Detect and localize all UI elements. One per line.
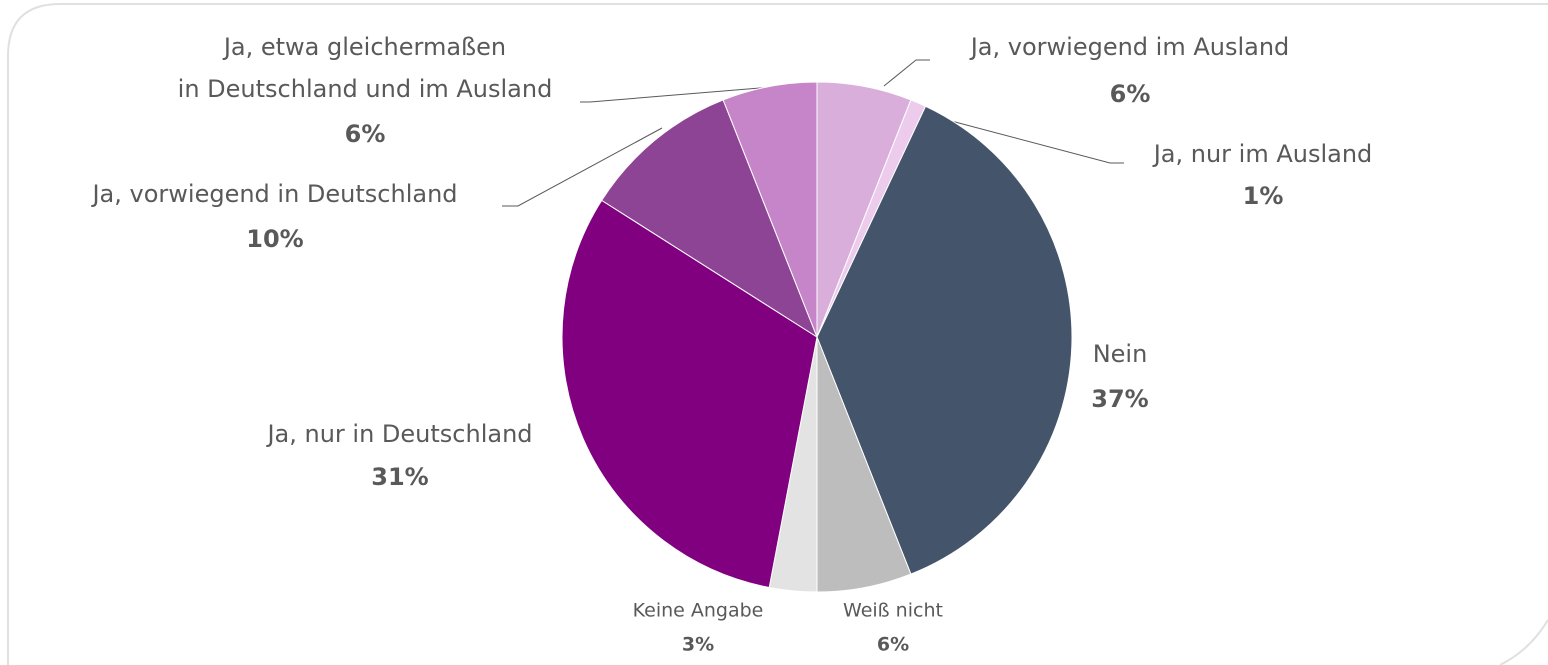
leader-line bbox=[502, 127, 663, 207]
value-label: 6% bbox=[877, 634, 909, 656]
frame bbox=[7, 3, 1548, 665]
category-label: Ja, etwa gleichermaßen in Deutschland und… bbox=[178, 33, 553, 103]
category-label: Keine Angabe bbox=[633, 600, 764, 622]
leader-lines bbox=[502, 59, 1124, 207]
category-label: Nein bbox=[1093, 340, 1148, 368]
category-label: Ja, vorwiegend in Deutschland bbox=[90, 180, 457, 208]
leader-line bbox=[580, 85, 786, 103]
value-label: 10% bbox=[246, 225, 303, 253]
label-line: Ja, etwa gleichermaßen bbox=[222, 33, 506, 61]
value-label: 1% bbox=[1243, 182, 1284, 210]
pie-slice bbox=[722, 81, 818, 338]
value-label: 31% bbox=[371, 463, 428, 491]
pie-slice bbox=[601, 99, 819, 339]
value-label: 3% bbox=[682, 634, 714, 656]
category-label: Ja, nur in Deutschland bbox=[265, 420, 532, 448]
category-label: Ja, vorwiegend im Ausland bbox=[969, 33, 1290, 61]
pie-slice bbox=[561, 199, 818, 589]
leader-line bbox=[939, 117, 1124, 164]
label-line: in Deutschland und im Ausland bbox=[178, 75, 553, 103]
category-label: Ja, nur im Ausland bbox=[1152, 140, 1373, 168]
value-label: 37% bbox=[1091, 385, 1148, 413]
value-label: 6% bbox=[1110, 80, 1151, 108]
value-label: 6% bbox=[345, 120, 386, 148]
category-label: Weiß nicht bbox=[843, 600, 943, 622]
leader-line bbox=[883, 59, 930, 87]
pie-slice bbox=[816, 105, 1073, 575]
